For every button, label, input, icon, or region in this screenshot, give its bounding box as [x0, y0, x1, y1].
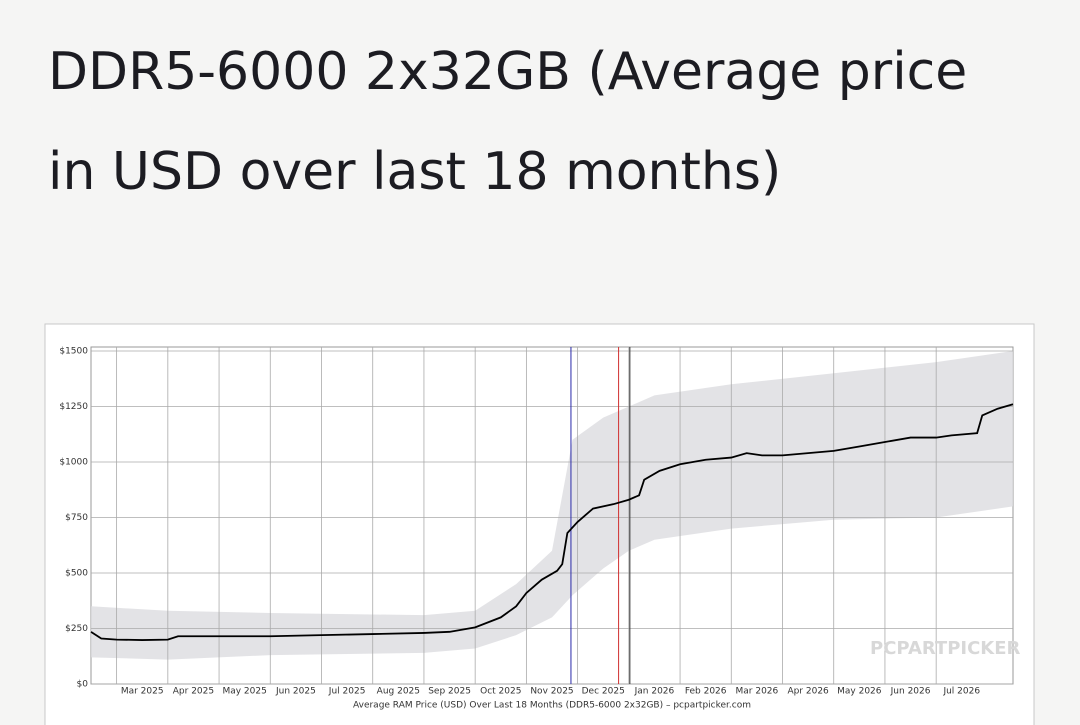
x-tick-label: Jun 2025: [275, 687, 316, 697]
watermark: PCPARTPICKER: [870, 638, 1021, 659]
x-tick-label: Dec 2025: [582, 687, 625, 697]
x-tick-label: Jul 2026: [942, 687, 980, 697]
caption: Average RAM Price (USD) Over Last 18 Mon…: [353, 701, 751, 711]
x-tick-label: Mar 2026: [736, 687, 779, 697]
price-line: [90, 403, 1014, 641]
y-tick-label: $1500: [59, 347, 88, 357]
x-tick-label: Jun 2026: [890, 687, 931, 697]
x-tick-label: Mar 2025: [121, 687, 164, 697]
x-tick-label: Nov 2025: [530, 687, 573, 697]
x-tick-label: Jul 2025: [328, 687, 366, 697]
x-tick-label: May 2026: [837, 687, 882, 697]
y-tick-label: $750: [65, 513, 88, 523]
y-tick-label: $1250: [59, 402, 88, 412]
y-tick-label: $500: [65, 569, 88, 579]
x-tick-label: Apr 2025: [173, 687, 214, 697]
y-tick-label: $250: [65, 624, 88, 634]
x-tick-label: Sep 2025: [428, 687, 471, 697]
x-tick-label: Oct 2025: [480, 687, 521, 697]
x-tick-label: Feb 2026: [685, 687, 727, 697]
heading: DDR5-6000 2x32GB (Average price in USD o…: [48, 42, 968, 202]
y-tick-label: $1000: [59, 458, 88, 468]
x-tick-label: Apr 2026: [787, 687, 829, 697]
x-tick-label: Jan 2026: [634, 687, 675, 697]
x-tick-label: May 2025: [222, 687, 266, 697]
y-tick-label: $0: [77, 680, 89, 690]
x-tick-label: Aug 2025: [377, 687, 420, 697]
